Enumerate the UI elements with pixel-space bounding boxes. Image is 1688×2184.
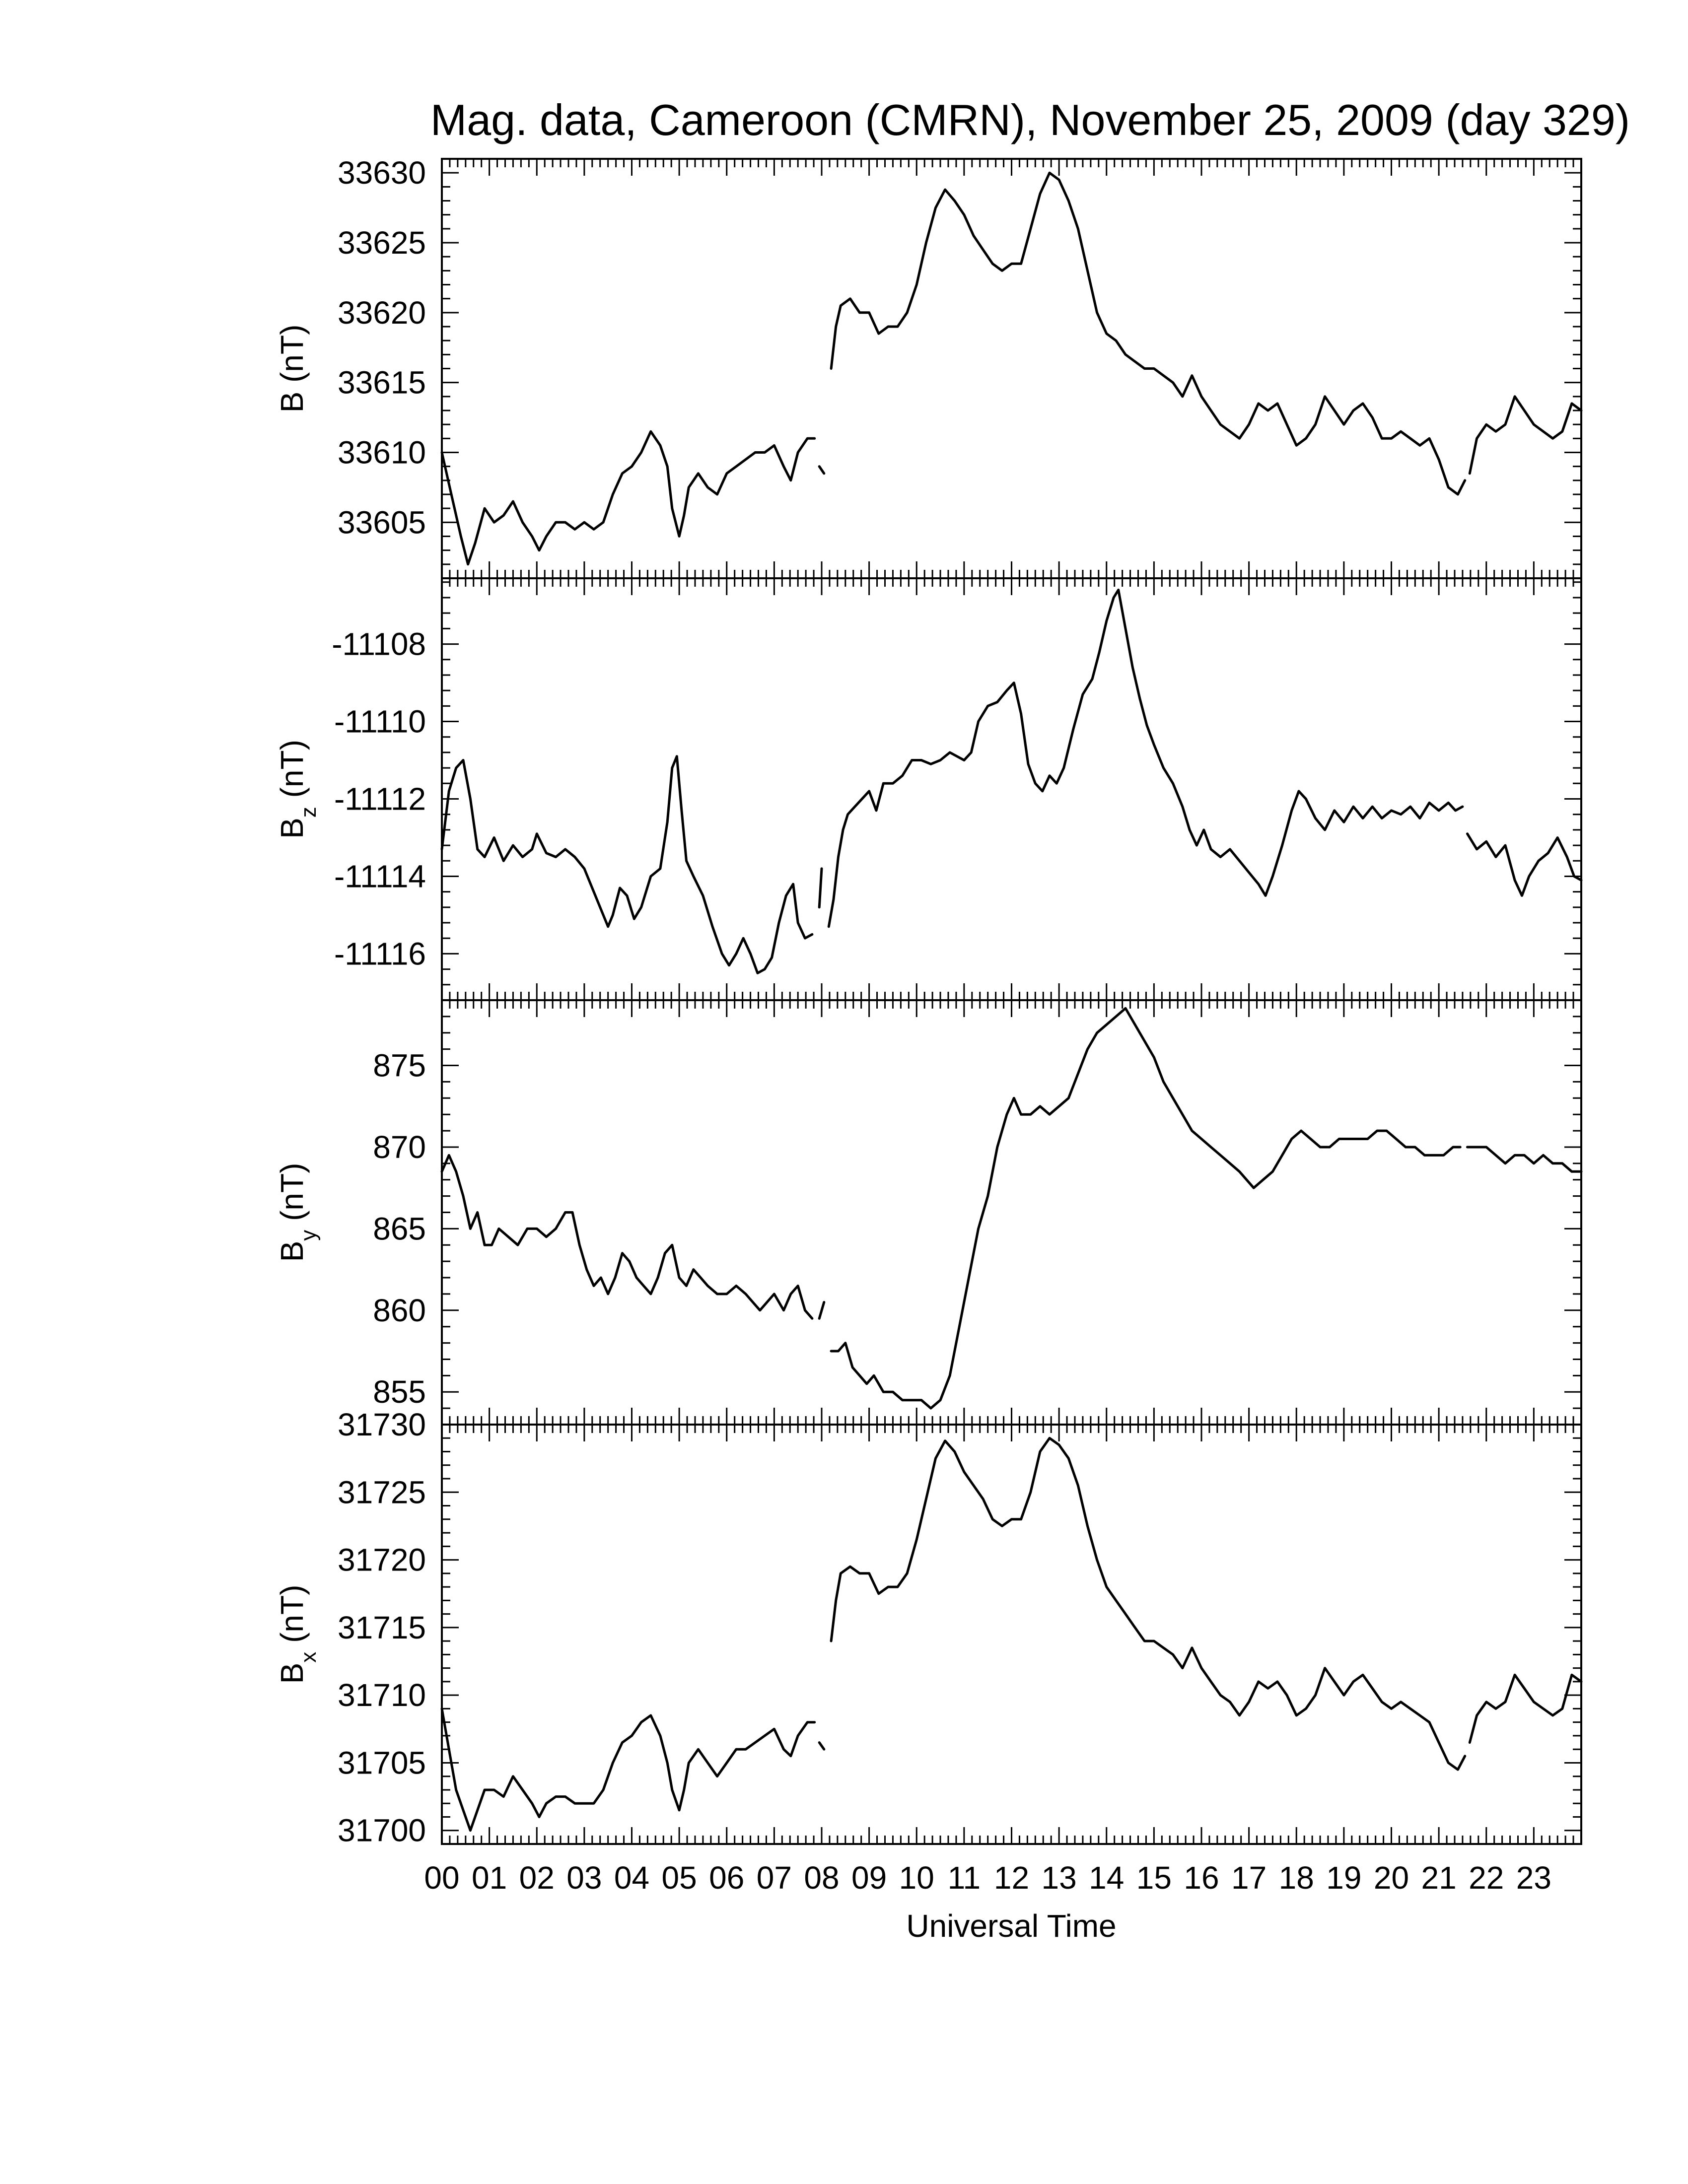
panel-3: 855 860 865 870 875 By (nT) [274, 999, 1583, 1426]
series-line [440, 430, 816, 566]
y-tick-label: -11110 [334, 704, 426, 740]
x-axis-label: Universal Time [906, 1908, 1116, 1944]
series-line [440, 755, 814, 974]
series-line [830, 1007, 1462, 1410]
y-tick-label: 31710 [338, 1677, 426, 1713]
x-tick-label: 03 [566, 1860, 602, 1896]
x-tick-label: 09 [851, 1860, 887, 1896]
y-axis-label: By (nT) [274, 1163, 321, 1262]
series-line [830, 1436, 1467, 1771]
y-axis-label: Bz (nT) [274, 740, 321, 839]
y-axis-label: B (nT) [274, 325, 310, 413]
y-tick-label: 31715 [338, 1610, 426, 1645]
series-line [818, 867, 823, 909]
x-tick-label: 23 [1516, 1860, 1551, 1896]
y-tick-label: 31725 [338, 1474, 426, 1510]
series-line [830, 171, 1467, 496]
panel-frame [441, 577, 1582, 1001]
panel-frame [441, 1424, 1582, 1845]
y-tick-label: -11108 [332, 626, 426, 662]
x-tick-label: 20 [1374, 1860, 1409, 1896]
series-line [818, 1300, 826, 1320]
x-tick-label: 05 [662, 1860, 697, 1896]
x-tick-label: 13 [1042, 1860, 1077, 1896]
x-tick-label: 15 [1136, 1860, 1172, 1896]
series-line [818, 465, 826, 475]
x-tick-label: 06 [709, 1860, 744, 1896]
y-tick-label: 33615 [338, 365, 426, 401]
x-tick-label: 00 [424, 1860, 459, 1896]
x-tick-label: 04 [614, 1860, 649, 1896]
y-tick-label: 870 [373, 1129, 426, 1165]
x-tick-label: 14 [1089, 1860, 1124, 1896]
y-tick-label: 33625 [338, 225, 426, 261]
x-tick-label: 02 [519, 1860, 555, 1896]
y-tick-label: 33630 [338, 155, 426, 191]
series-line [1466, 1146, 1583, 1173]
y-tick-label: 31720 [338, 1542, 426, 1578]
x-tick-label: 22 [1469, 1860, 1504, 1896]
series-line [1466, 832, 1583, 897]
x-tick-label: 18 [1279, 1860, 1314, 1896]
x-tick-label: 16 [1184, 1860, 1219, 1896]
y-tick-label: 31700 [338, 1813, 426, 1848]
series-line [1468, 395, 1583, 475]
series-line [827, 588, 1464, 928]
y-tick-label: -11116 [334, 936, 426, 971]
x-tick-label: 11 [948, 1860, 981, 1896]
y-tick-label: 31730 [338, 1407, 426, 1442]
panel-frame [441, 158, 1582, 579]
series-line [1468, 1673, 1583, 1744]
x-tick-label: 01 [472, 1860, 507, 1896]
y-tick-label: 33605 [338, 504, 426, 540]
panel-1: 33605 33610 33615 33620 33625 33630 B (nT) [274, 155, 1583, 579]
x-tick-label: 10 [899, 1860, 934, 1896]
panel-4: 31700 31705 31710 31715 31720 31725 31730 Bx (n… [274, 1407, 1583, 1848]
panels-layer: 33605 33610 33615 33620 33625 33630 B (nT) -111… [274, 155, 1583, 1896]
x-tick-label: 12 [994, 1860, 1029, 1896]
x-tick-label: 07 [757, 1860, 792, 1896]
x-tick-label: 19 [1326, 1860, 1361, 1896]
series-line [818, 1741, 826, 1751]
panel-2: -11116 -11114 -11112 -11110 -11108 Bz (nT) [274, 577, 1583, 1001]
y-tick-label: -11114 [334, 858, 426, 894]
x-tick-label: 17 [1231, 1860, 1266, 1896]
y-tick-label: 31705 [338, 1745, 426, 1780]
y-tick-label: 875 [373, 1048, 426, 1084]
y-tick-label: -11112 [334, 781, 426, 817]
series-line [440, 1154, 814, 1320]
x-tick-label: 08 [804, 1860, 839, 1896]
y-axis-label: Bx (nT) [274, 1585, 321, 1684]
y-tick-label: 865 [373, 1211, 426, 1246]
y-tick-label: 855 [373, 1374, 426, 1410]
series-line [440, 1707, 816, 1832]
panel-frame [441, 999, 1582, 1426]
x-tick-label: 21 [1421, 1860, 1457, 1896]
y-tick-label: 33620 [338, 295, 426, 331]
y-tick-label: 860 [373, 1293, 426, 1328]
chart-title: Mag. data, Cameroon (CMRN), November 25,… [430, 95, 1630, 144]
y-tick-label: 33610 [338, 435, 426, 471]
